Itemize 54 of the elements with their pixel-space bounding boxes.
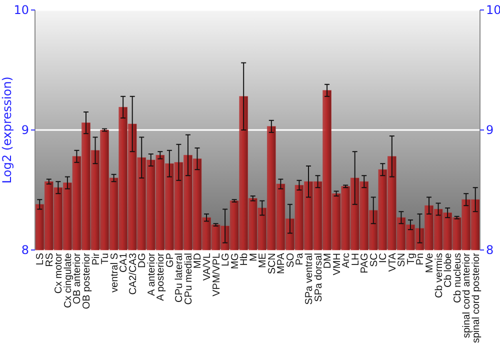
x-tick-label: Hb (239, 252, 250, 266)
x-tick-label: SO (285, 252, 296, 268)
x-tick-label: CPu medial (183, 253, 194, 305)
x-tick-label: SCN (266, 253, 278, 274)
x-tick-label: Arc (341, 253, 352, 268)
x-tick-label: GP (164, 252, 176, 268)
x-tick-label: VMH (332, 253, 343, 276)
x-tick-label: LG (220, 252, 232, 266)
y2-tick-label: 9 (486, 123, 494, 138)
x-tick-label: Pn (415, 253, 426, 266)
y-axis-title: Log2 (expression) (0, 76, 14, 184)
x-tick-label: SC (368, 253, 380, 267)
x-tick-label: CA1 (118, 252, 130, 272)
x-tick-label: SN (396, 253, 408, 267)
x-tick-label: DM (322, 253, 334, 269)
y2-tick-label: 8 (486, 243, 494, 258)
x-tick-label: Pir (90, 252, 102, 266)
x-tick-label: Cb vermis (434, 253, 445, 298)
x-tick-label: SPa ventral (304, 253, 315, 305)
x-tick-label: PAG (360, 252, 371, 274)
x-tick-label: Cb nucleus (452, 253, 464, 304)
y-tick-label: 9 (21, 123, 29, 138)
x-tick-label: ME (258, 252, 269, 268)
x-tick-label: spinal cord posterior (470, 252, 482, 344)
x-tick-label: Tu (100, 253, 112, 264)
x-tick-label: DG (137, 252, 148, 268)
y-tick-label: 8 (21, 243, 29, 258)
x-tick-label: A anterior (146, 252, 158, 296)
x-tick-label: Tg (406, 253, 417, 265)
x-tick-label: MD (192, 253, 204, 269)
x-tick-label: VA/VL (202, 252, 214, 281)
y-tick-label: 10 (14, 3, 29, 18)
x-tick-label: OB anterior (72, 252, 84, 304)
x-tick-label: SPa dorsal (313, 253, 324, 302)
x-tick-label: MPA (276, 252, 288, 274)
x-tick-label: MG (230, 252, 241, 270)
x-tick-label: Cb lobe (443, 252, 454, 288)
x-tick-label: spinal cord anterior (462, 252, 473, 338)
x-tick-label: M (248, 253, 260, 262)
x-tick-label: VTA (387, 252, 398, 272)
x-tick-label: LH (350, 253, 362, 266)
x-tick-label: RS (44, 252, 56, 267)
x-tick-label: IC (378, 253, 390, 263)
x-tick-label: OB posterior (81, 252, 92, 310)
x-tick-label: A posterior (156, 252, 167, 301)
x-tick-label: LS (35, 252, 46, 266)
x-tick-label: Pa (294, 252, 306, 266)
x-tick-label: Cx cingulate (62, 252, 74, 308)
x-tick-label: ventral S (109, 252, 120, 292)
x-tick-label: Cx motor (54, 252, 65, 294)
x-tick-label: CPu lateral (174, 253, 186, 302)
x-tick-label: CA2/CA3 (128, 252, 139, 295)
x-tick-label: MVe (424, 252, 436, 274)
x-tick-label: VPM/VPL (211, 252, 222, 296)
